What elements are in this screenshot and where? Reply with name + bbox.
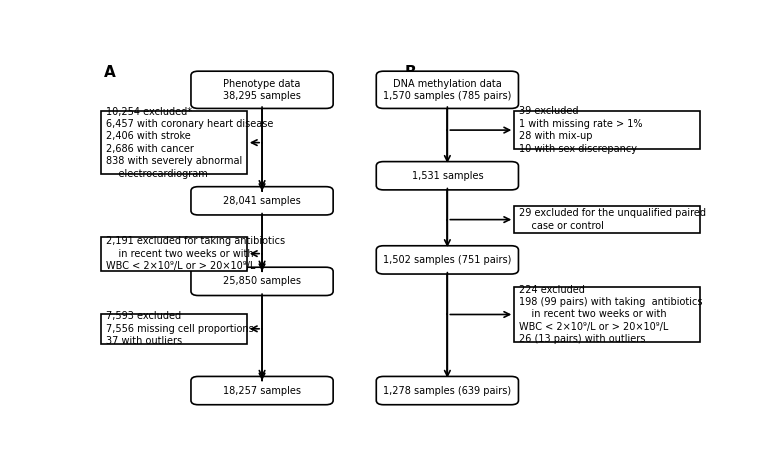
FancyBboxPatch shape [376,71,518,108]
FancyBboxPatch shape [101,237,247,271]
Text: 10,254 excluded*
6,457 with coronary heart disease
2,406 with stroke
2,686 with : 10,254 excluded* 6,457 with coronary hea… [106,106,274,179]
FancyBboxPatch shape [191,267,333,296]
Text: 1,531 samples: 1,531 samples [412,171,483,181]
Text: 39 excluded
1 with missing rate > 1%
28 with mix-up
10 with sex discrepancy: 39 excluded 1 with missing rate > 1% 28 … [519,106,643,154]
FancyBboxPatch shape [101,313,247,344]
Text: 18,257 samples: 18,257 samples [223,385,301,396]
FancyBboxPatch shape [376,162,518,190]
Text: DNA methylation data
1,570 samples (785 pairs): DNA methylation data 1,570 samples (785 … [383,79,511,101]
FancyBboxPatch shape [376,377,518,405]
Text: 2,191 excluded for taking antibiotics
    in recent two weeks or with
WBC < 2×10: 2,191 excluded for taking antibiotics in… [106,236,285,271]
FancyBboxPatch shape [376,246,518,274]
Text: 1,502 samples (751 pairs): 1,502 samples (751 pairs) [383,255,511,265]
FancyBboxPatch shape [514,206,699,233]
FancyBboxPatch shape [191,377,333,405]
FancyBboxPatch shape [191,186,333,215]
FancyBboxPatch shape [191,71,333,108]
Text: 224 excluded
198 (99 pairs) with taking  antibiotics
    in recent two weeks or : 224 excluded 198 (99 pairs) with taking … [519,285,702,344]
Text: 29 excluded for the unqualified paired
    case or control: 29 excluded for the unqualified paired c… [519,208,706,231]
Text: 7,593 excluded
7,556 missing cell proportions
37 with outliers: 7,593 excluded 7,556 missing cell propor… [106,312,254,346]
Text: Phenotype data
38,295 samples: Phenotype data 38,295 samples [223,79,301,101]
FancyBboxPatch shape [514,287,699,342]
Text: 28,041 samples: 28,041 samples [223,196,301,206]
Text: 25,850 samples: 25,850 samples [223,276,301,286]
FancyBboxPatch shape [514,111,699,149]
FancyBboxPatch shape [101,111,247,174]
Text: A: A [104,65,116,80]
Text: 1,278 samples (639 pairs): 1,278 samples (639 pairs) [383,385,511,396]
Text: B: B [405,65,416,80]
